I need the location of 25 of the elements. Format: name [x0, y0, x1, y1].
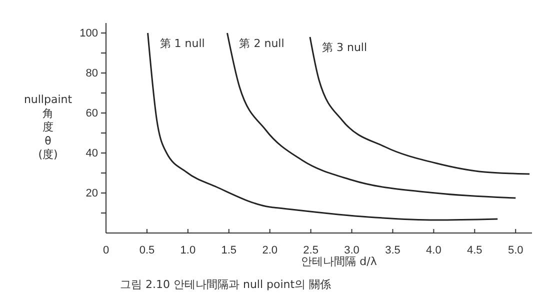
- x-tick-label: 4.5: [467, 244, 482, 257]
- x-tick-label: 2.5: [303, 244, 318, 257]
- x-tick-label: 3.5: [385, 244, 400, 257]
- y-tick-label: 20: [86, 188, 98, 200]
- y-tick-label: 80: [86, 68, 98, 80]
- x-tick-label: 2.0: [262, 244, 278, 257]
- x-axis-title: 안테나間隔 d/λ: [301, 255, 378, 268]
- line-series: [147, 32, 498, 221]
- y-tick-label: 40: [86, 148, 98, 160]
- x-tick-label: 0: [102, 244, 110, 257]
- y-tick-label: 100: [80, 28, 98, 40]
- x-tick-label: 1.5: [221, 244, 237, 257]
- series-label: 第 1 null: [160, 37, 205, 50]
- y-tick-label: 60: [86, 108, 98, 120]
- x-tick-label: 4.0: [426, 244, 442, 257]
- caption: 그림 2.10 안테나間隔과 null point의 關係: [120, 278, 332, 291]
- series-label: 第 3 null: [322, 41, 368, 54]
- line-series: [226, 32, 516, 199]
- x-tick-label: 3.0: [344, 244, 360, 257]
- x-tick-label: 0.5: [139, 244, 155, 257]
- series-label: 第 2 null: [239, 37, 284, 50]
- line-series: [309, 36, 530, 175]
- x-tick-label: 1.0: [180, 244, 196, 257]
- y-axis-title: nullpaint角度θ(度): [24, 93, 73, 161]
- x-tick-label: 5.0: [508, 244, 524, 257]
